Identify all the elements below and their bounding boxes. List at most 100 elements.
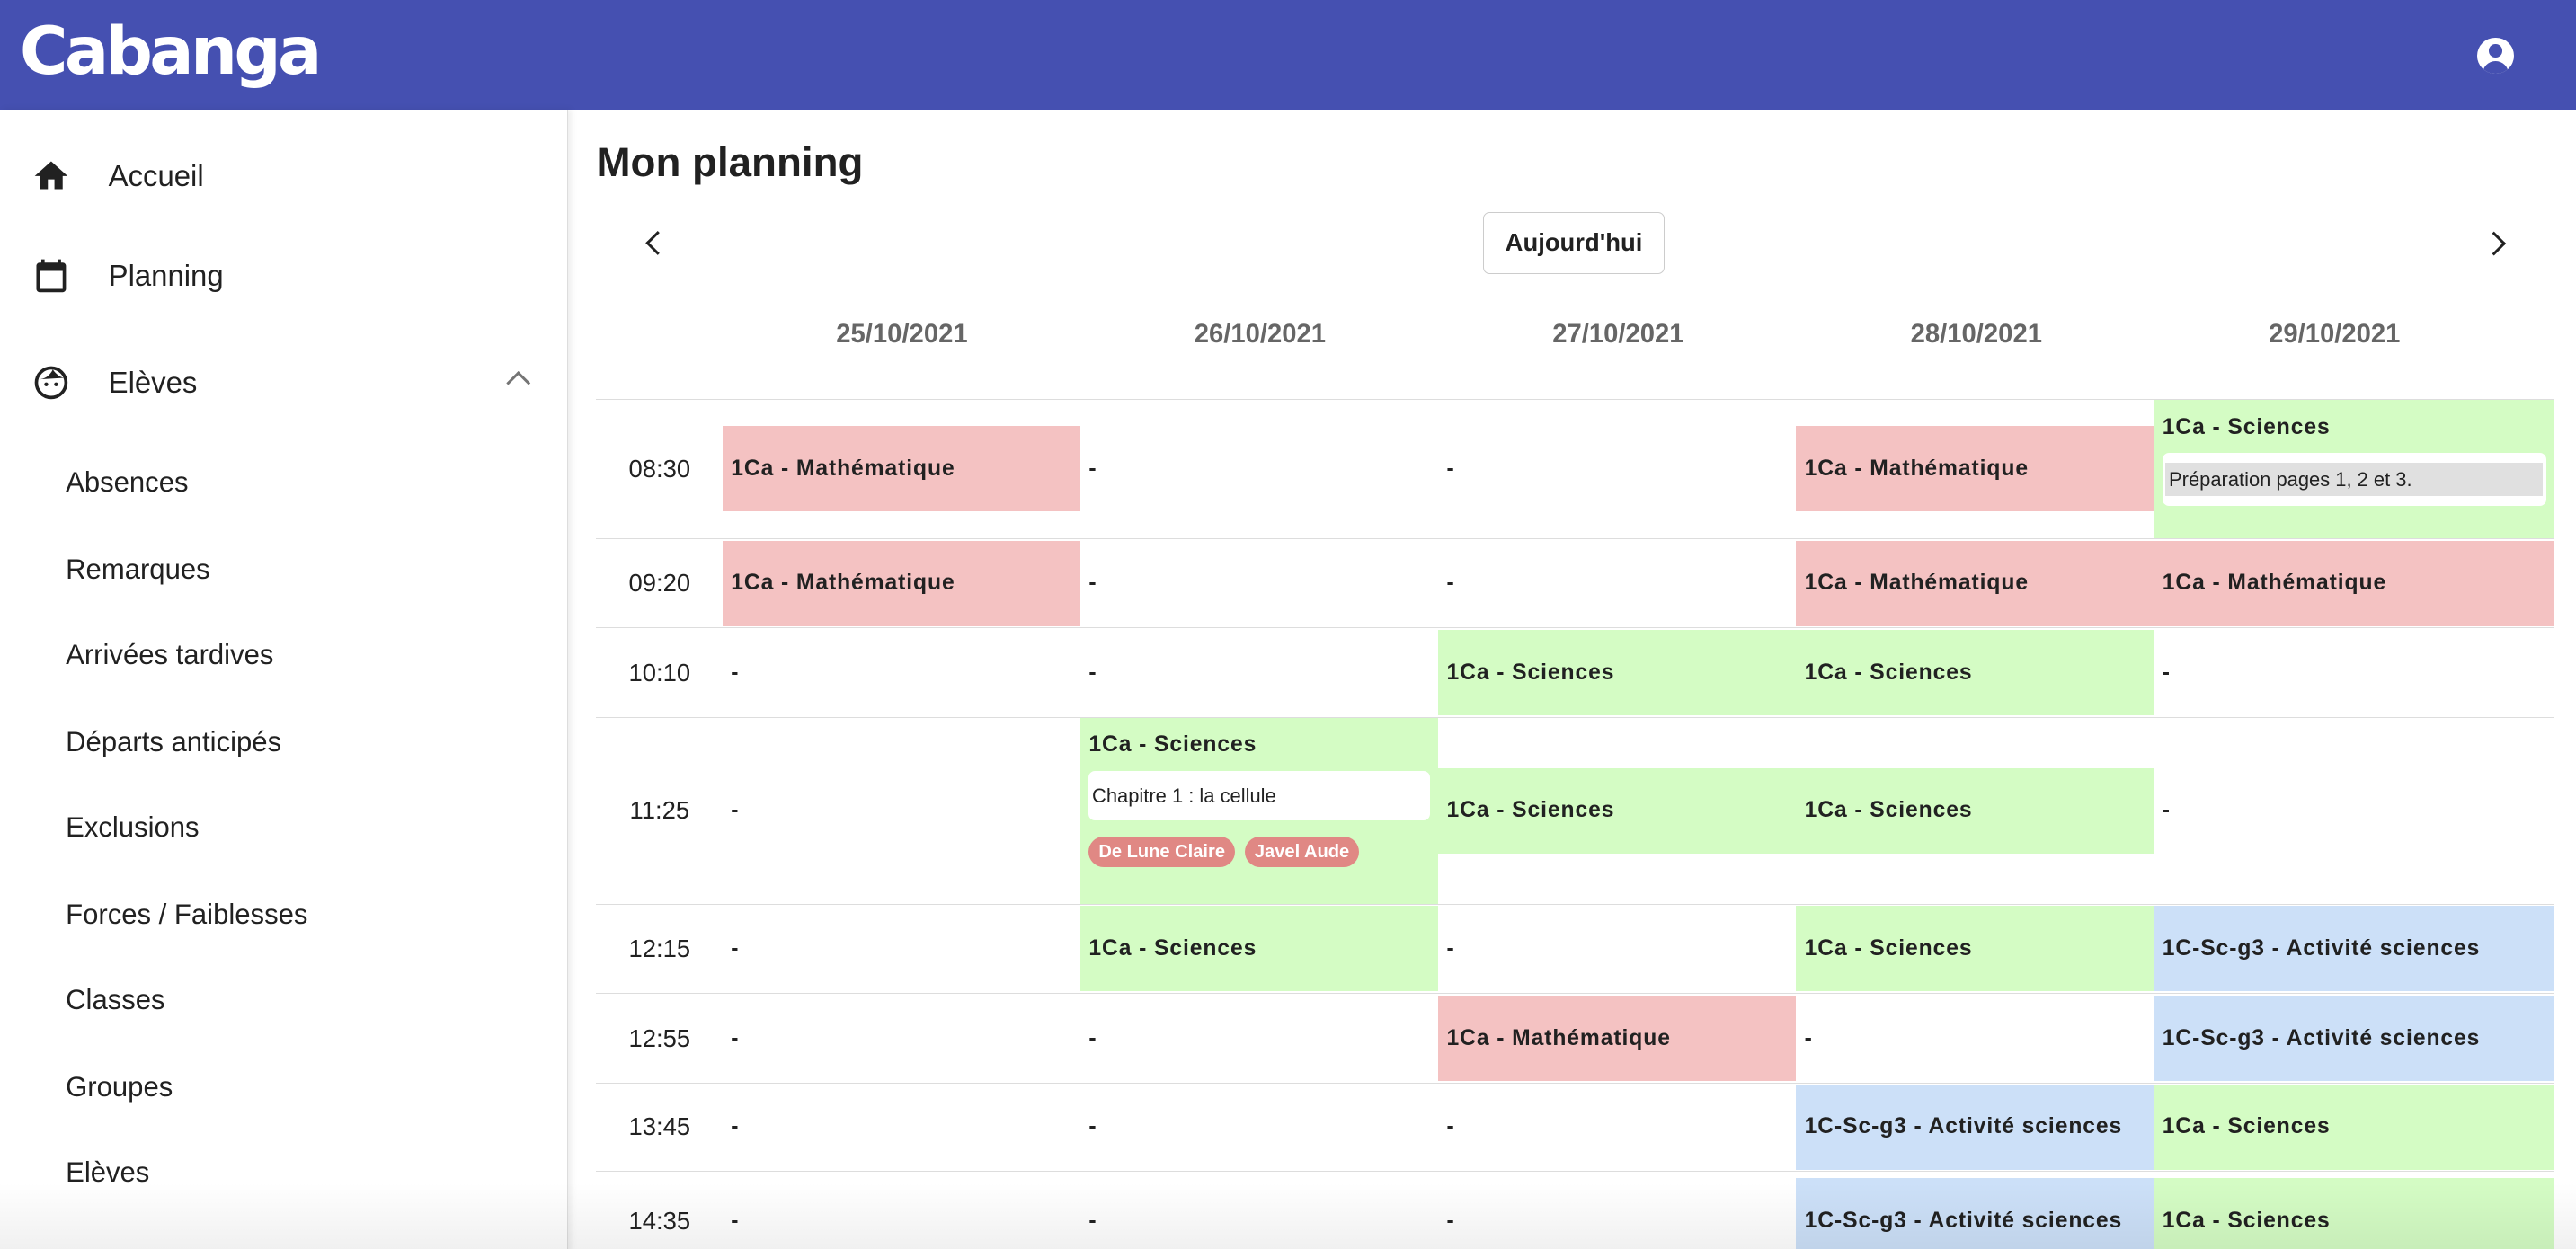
lesson-block[interactable]: 1Ca - Mathématique: [2154, 540, 2555, 626]
day-header: 25/10/2021: [836, 320, 968, 350]
lesson-block[interactable]: 1Ca - Sciences: [1796, 767, 2154, 854]
sidebar-subitem[interactable]: Groupes: [66, 1070, 173, 1103]
time-label: 10:10: [628, 658, 691, 687]
sidebar-subitem[interactable]: Forces / Faiblesses: [66, 898, 308, 930]
day-header: 26/10/2021: [1194, 320, 1327, 350]
lesson-block[interactable]: 1Ca - Sciences: [1796, 630, 2154, 716]
time-label: 12:55: [628, 1023, 691, 1052]
page-title: Mon planning: [596, 139, 864, 186]
sidebar-item-planning[interactable]: Planning: [0, 235, 567, 316]
day-cell: 1Ca - Sciences Préparation pages 1, 2 et …: [2154, 400, 2555, 538]
day-cell: 1Ca - Sciences: [2154, 1084, 2555, 1171]
empty-slot: -: [1796, 996, 2154, 1081]
lesson-block[interactable]: 1Ca - Mathématique: [723, 540, 1081, 626]
app-bar: Cabanga: [0, 0, 2576, 111]
lesson-title: -: [1088, 571, 1097, 596]
next-week-button[interactable]: [2482, 231, 2507, 256]
sidebar-subitem[interactable]: Classes: [66, 983, 165, 1015]
sidebar-subitem[interactable]: Départs anticipés: [66, 725, 282, 757]
empty-slot: -: [1080, 426, 1438, 511]
lesson-block[interactable]: 1Ca - Mathématique: [723, 426, 1081, 512]
sidebar-subitem[interactable]: Exclusions: [66, 811, 200, 843]
lesson-title: 1Ca - Mathématique: [1446, 1025, 1671, 1050]
lesson-title: 1Ca - Sciences: [2162, 1114, 2331, 1139]
lesson-title: 1Ca - Sciences: [1804, 798, 1973, 823]
face-icon: [34, 366, 67, 400]
day-cell: -: [1080, 1084, 1438, 1171]
day-cell: -: [1438, 539, 1796, 628]
lesson-block[interactable]: 1Ca - Sciences Chapitre 1 : la cellule De …: [1080, 718, 1439, 904]
lesson-block[interactable]: 1Ca - Sciences Préparation pages 1, 2 et …: [2154, 400, 2555, 538]
lesson-title: -: [1088, 1025, 1097, 1050]
empty-slot: -: [723, 1085, 1080, 1170]
sidebar-subitem[interactable]: Remarques: [66, 553, 210, 585]
empty-slot: -: [1080, 630, 1438, 715]
empty-slot: -: [723, 1178, 1080, 1249]
lesson-title: -: [2162, 660, 2171, 685]
lesson-title: 1C-Sc-g3 - Activité sciences: [2162, 1025, 2481, 1050]
empty-slot: -: [1438, 1085, 1796, 1170]
lesson-block[interactable]: 1Ca - Sciences: [1438, 767, 1797, 854]
lesson-title: 1Ca - Mathématique: [731, 571, 955, 596]
lesson-title: -: [1446, 935, 1455, 961]
day-cell: -: [1080, 994, 1438, 1083]
lesson-title: -: [1804, 1025, 1813, 1050]
day-cell: -: [1438, 1084, 1796, 1171]
lesson-title: -: [1446, 571, 1455, 596]
day-header: 28/10/2021: [1910, 320, 2042, 350]
lesson-title: 1Ca - Sciences: [1804, 935, 1973, 961]
previous-week-button[interactable]: [644, 231, 671, 256]
day-cell: 1Ca - Sciences: [1796, 718, 2154, 904]
lesson-title: -: [731, 935, 740, 961]
account-circle-icon[interactable]: [2477, 38, 2514, 75]
time-label: 14:35: [628, 1206, 691, 1235]
lesson-title: -: [731, 1025, 740, 1050]
logo[interactable]: Cabanga: [19, 13, 322, 90]
sidebar-subitem[interactable]: Absences: [66, 466, 189, 499]
day-cell: 1Ca - Sciences: [1438, 628, 1797, 717]
lesson-title: 1C-Sc-g3 - Activité sciences: [2162, 935, 2481, 961]
lesson-comment-text: Préparation pages 1, 2 et 3.: [2165, 463, 2544, 497]
sidebar-item-accueil[interactable]: Accueil: [0, 135, 567, 217]
lesson-block[interactable]: 1Ca - Sciences: [1080, 906, 1439, 992]
home-icon: [34, 161, 67, 190]
day-cell: 1Ca - Mathématique: [1438, 994, 1797, 1083]
lesson-title: -: [731, 798, 740, 823]
empty-slot: -: [2154, 630, 2555, 715]
lesson-block[interactable]: 1C-Sc-g3 - Activité sciences: [1796, 1084, 2154, 1170]
lesson-title: 1Ca - Mathématique: [2162, 571, 2387, 596]
lesson-block[interactable]: 1C-Sc-g3 - Activité sciences: [1796, 1178, 2154, 1249]
student-chip[interactable]: De Lune Claire: [1088, 837, 1235, 868]
today-button[interactable]: Aujourd'hui: [1483, 211, 1665, 275]
sidebar-subitem[interactable]: Elèves: [66, 1156, 150, 1188]
lesson-block[interactable]: 1Ca - Sciences: [2154, 1084, 2555, 1170]
lesson-title: -: [1446, 1208, 1455, 1233]
student-chip[interactable]: Javel Aude: [1244, 837, 1360, 868]
lesson-block[interactable]: 1Ca - Mathématique: [1438, 996, 1797, 1082]
empty-slot: -: [1080, 1178, 1438, 1249]
empty-slot: -: [2154, 768, 2555, 854]
lesson-title: 1Ca - Sciences: [1088, 935, 1257, 961]
time-label: 11:25: [629, 796, 690, 825]
lesson-block[interactable]: 1Ca - Sciences: [1438, 630, 1797, 716]
time-label: 12:15: [628, 934, 691, 962]
day-header: 27/10/2021: [1552, 320, 1684, 350]
lesson-block[interactable]: 1Ca - Mathématique: [1796, 426, 2154, 512]
lesson-block[interactable]: 1Ca - Sciences: [1796, 906, 2154, 992]
day-header: 29/10/2021: [2269, 320, 2401, 350]
sidebar-item-label: Accueil: [108, 158, 204, 192]
time-label: 09:20: [628, 569, 691, 598]
lesson-title: -: [2162, 798, 2171, 823]
lesson-block[interactable]: 1C-Sc-g3 - Activité sciences: [2154, 996, 2555, 1082]
lesson-title: -: [1446, 456, 1455, 481]
day-cell: -: [723, 1084, 1080, 1171]
sidebar-subitem[interactable]: Arrivées tardives: [66, 639, 274, 670]
day-cell: 1Ca - Sciences: [1796, 905, 2154, 994]
planning-grid: 08:30 1Ca - Mathématique - - 1Ca - Mathémati…: [596, 399, 2555, 1249]
lesson-block[interactable]: 1C-Sc-g3 - Activité sciences: [2154, 906, 2555, 992]
lesson-block[interactable]: 1Ca - Sciences: [2154, 1178, 2555, 1249]
day-cell: 1Ca - Sciences: [1438, 718, 1797, 904]
time-label: 13:45: [628, 1112, 691, 1141]
lesson-block[interactable]: 1Ca - Mathématique: [1796, 540, 2154, 626]
sidebar-item-eleves[interactable]: Elèves: [0, 341, 567, 423]
